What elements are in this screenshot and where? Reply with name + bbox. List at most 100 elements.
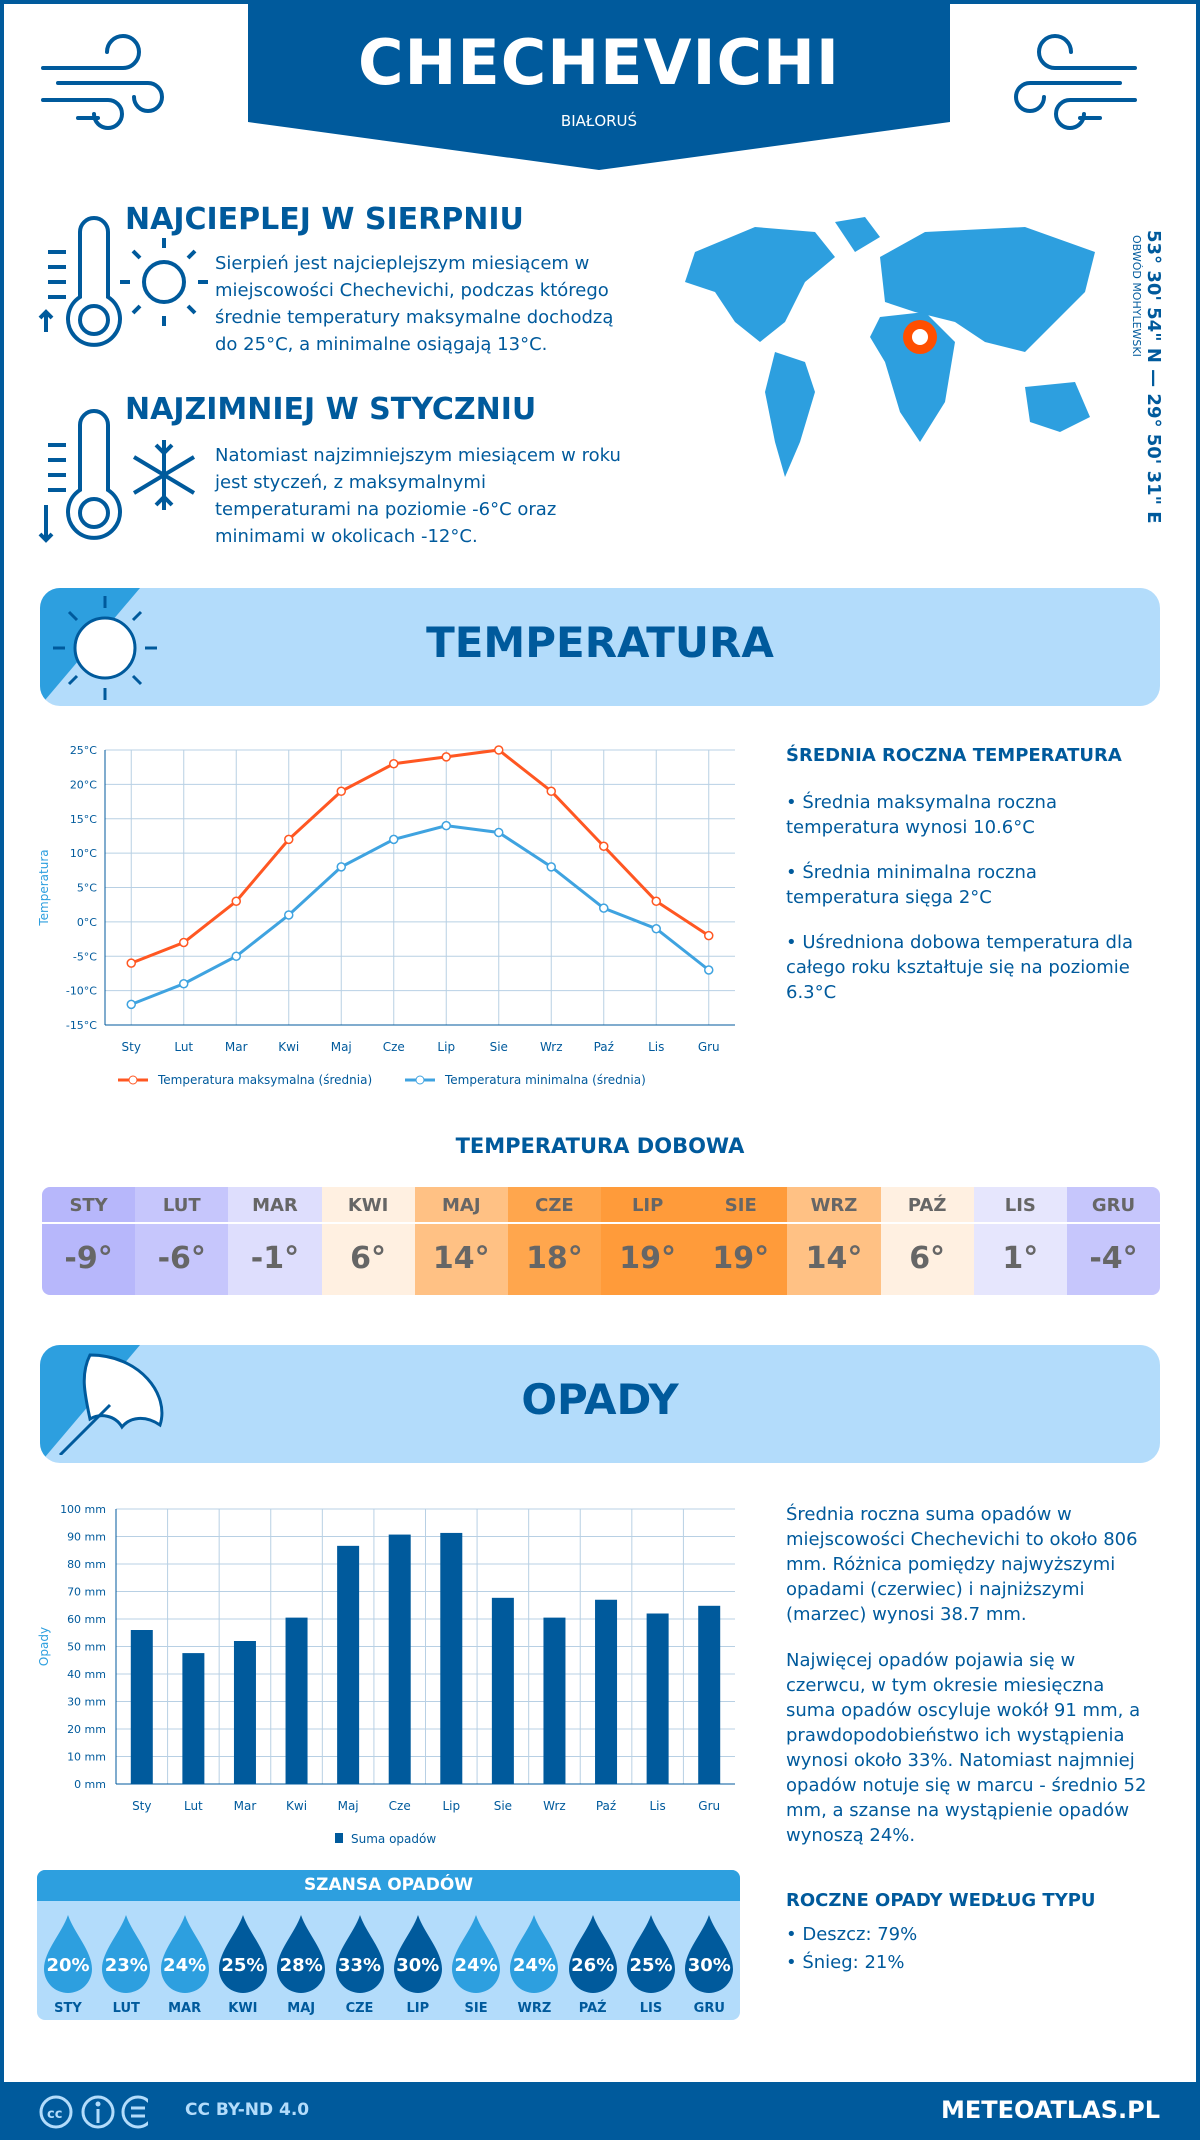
data-point bbox=[599, 903, 609, 913]
raindrop-icon bbox=[568, 1915, 617, 1993]
daily-temp-cell: WRZ 14° bbox=[787, 1187, 881, 1295]
warmest-text: Sierpień jest najcieplejszym miesiącem w… bbox=[215, 253, 614, 355]
license-label[interactable]: CC BY-ND 4.0 bbox=[185, 2100, 310, 2120]
country-label: BIAŁORUŚ bbox=[560, 112, 638, 130]
legend-marker bbox=[415, 1075, 425, 1085]
month-label: KWI bbox=[228, 2001, 258, 2016]
bar bbox=[440, 1532, 463, 1784]
temp-value: 14° bbox=[432, 1241, 490, 1276]
y-tick-label: -10°C bbox=[66, 985, 97, 998]
x-tick-label: Lut bbox=[184, 1799, 203, 1813]
chance-value: 26% bbox=[571, 1955, 615, 1976]
daily-temp-title: TEMPERATURA DOBOWA bbox=[455, 1134, 745, 1158]
month-label: STY bbox=[42, 1187, 136, 1224]
y-tick-label: 60 mm bbox=[67, 1613, 106, 1626]
month-label: LIP bbox=[601, 1187, 695, 1224]
raindrop-icon bbox=[218, 1915, 267, 1993]
raindrop-icon bbox=[510, 1915, 559, 1993]
temp-value: 14° bbox=[805, 1241, 863, 1276]
y-axis-label: Temperatura bbox=[37, 849, 51, 926]
month-label: LIP bbox=[406, 2001, 430, 2016]
temp-value: -4° bbox=[1089, 1241, 1138, 1276]
x-tick-label: Cze bbox=[389, 1799, 411, 1813]
raindrop-icon bbox=[160, 1915, 209, 1993]
temp-summary-title: ŚREDNIA ROCZNA TEMPERATURA bbox=[786, 745, 1122, 766]
wind-icon bbox=[41, 34, 164, 130]
y-tick-label: 20 mm bbox=[67, 1723, 106, 1736]
temperature-chart: -15°C -10°C -5°C 0°C 5°C 10°C 15°C 20°C 25°C Sty L… bbox=[37, 744, 735, 1087]
chance-value: 20% bbox=[46, 1955, 90, 1976]
x-tick-label: Paź bbox=[596, 1799, 616, 1813]
bar bbox=[233, 1641, 256, 1784]
x-tick-label: Maj bbox=[331, 1040, 352, 1054]
month-label: MAJ bbox=[287, 2001, 316, 2016]
y-tick-label: 15°C bbox=[70, 813, 97, 826]
precip-chance-item: 25% LIS bbox=[627, 1915, 675, 2016]
raindrop-icon bbox=[685, 1915, 734, 1993]
chance-value: 24% bbox=[454, 1955, 498, 1976]
x-tick-label: Gru bbox=[698, 1799, 720, 1813]
x-tick-label: Kwi bbox=[286, 1799, 307, 1813]
month-label: WRZ bbox=[517, 2001, 552, 2016]
month-label: LIS bbox=[973, 1187, 1067, 1224]
bar bbox=[285, 1617, 308, 1784]
daily-temp-cell: MAJ 14° bbox=[414, 1187, 508, 1295]
month-label: SIE bbox=[464, 2001, 488, 2016]
data-point bbox=[336, 786, 346, 796]
chance-value: 30% bbox=[687, 1955, 731, 1976]
bar bbox=[595, 1599, 618, 1784]
raindrop-icon bbox=[393, 1915, 442, 1993]
temp-value: 6° bbox=[350, 1241, 387, 1276]
temperature-heading: TEMPERATURA bbox=[426, 618, 774, 667]
y-tick-label: 90 mm bbox=[67, 1531, 106, 1544]
data-point bbox=[441, 752, 451, 762]
y-tick-label: 30 mm bbox=[67, 1696, 106, 1709]
data-point bbox=[126, 999, 136, 1010]
x-tick-label: Sie bbox=[494, 1799, 512, 1813]
precip-chance-item: 26% PAŹ bbox=[568, 1915, 617, 2016]
data-point bbox=[494, 827, 504, 838]
page-title: CHECHEVICHI bbox=[358, 26, 840, 99]
data-point bbox=[546, 786, 556, 796]
temp-value: 18° bbox=[526, 1241, 583, 1276]
precip-chance-item: 28% MAJ bbox=[277, 1915, 326, 2016]
precip-banner: OPADY bbox=[40, 1345, 1160, 1463]
cc-license-icons: cc bbox=[39, 2095, 148, 2129]
temp-value: 6° bbox=[909, 1241, 946, 1276]
precip-chance-item: 25% KWI bbox=[218, 1915, 267, 2016]
precip-heading: OPADY bbox=[521, 1375, 679, 1424]
raindrop-icon bbox=[44, 1915, 92, 1993]
coordinates: 53° 30' 54" N — 29° 50' 31" E bbox=[1143, 230, 1164, 524]
x-tick-label: Maj bbox=[338, 1799, 359, 1813]
series-line bbox=[130, 748, 710, 965]
temp-value: 19° bbox=[619, 1241, 676, 1276]
header-banner bbox=[248, 0, 950, 170]
month-label: PAŹ bbox=[880, 1187, 974, 1224]
x-tick-label: Mar bbox=[234, 1799, 257, 1813]
y-tick-label: 25°C bbox=[70, 744, 97, 757]
x-tick-label: Lip bbox=[442, 1799, 460, 1813]
thermometer-cold-icon bbox=[38, 409, 196, 543]
bar bbox=[337, 1545, 360, 1784]
data-point bbox=[651, 896, 661, 906]
y-tick-label: 0 mm bbox=[74, 1778, 106, 1791]
daily-temp-cell: GRU -4° bbox=[1066, 1187, 1160, 1295]
data-point bbox=[389, 759, 399, 769]
precip-type: • Śnieg: 21% bbox=[786, 1952, 905, 1973]
temp-value: 19° bbox=[712, 1241, 770, 1276]
coldest-title: NAJZIMNIEJ W STYCZNIU bbox=[125, 392, 537, 427]
daily-temp-cell: CZE 18° bbox=[507, 1187, 602, 1295]
legend-swatch bbox=[335, 1833, 343, 1843]
bar bbox=[491, 1597, 514, 1784]
data-point bbox=[284, 834, 294, 845]
y-tick-label: 80 mm bbox=[67, 1558, 106, 1571]
data-point bbox=[284, 910, 294, 920]
bar bbox=[543, 1617, 566, 1784]
x-tick-label: Sie bbox=[490, 1040, 508, 1054]
y-tick-label: 5°C bbox=[77, 882, 97, 895]
daily-temp-cell: SIE 19° bbox=[694, 1187, 788, 1295]
x-tick-label: Wrz bbox=[540, 1040, 563, 1054]
month-label: LIS bbox=[639, 2001, 663, 2016]
y-tick-label: 70 mm bbox=[67, 1586, 106, 1599]
site-link[interactable]: METEOATLAS.PL bbox=[940, 2096, 1160, 2124]
